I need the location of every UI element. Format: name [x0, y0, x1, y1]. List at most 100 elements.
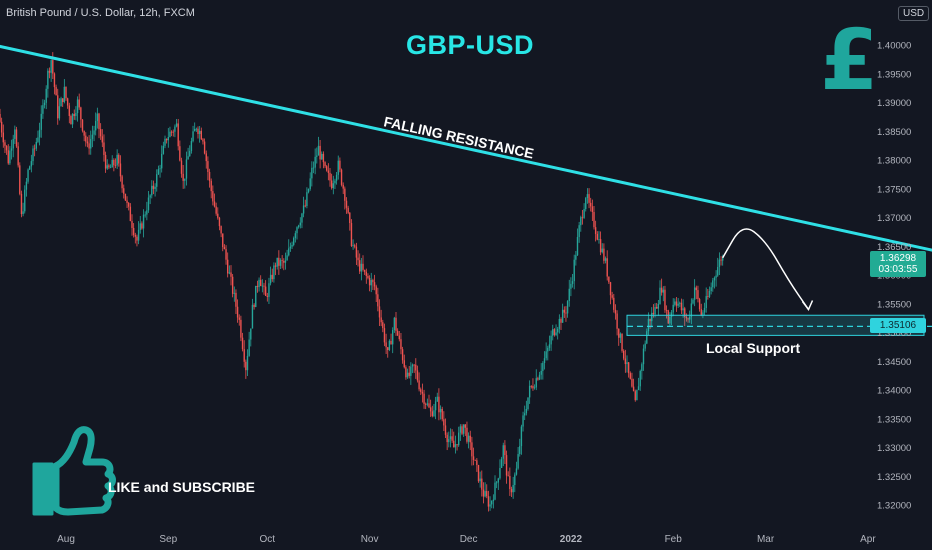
currency-button[interactable]: USD: [898, 6, 930, 21]
candle-body: [497, 478, 499, 483]
candle-body: [230, 272, 232, 277]
candle-body: [236, 306, 239, 318]
candle-body: [194, 128, 196, 132]
candle-body: [392, 330, 394, 345]
candle-body: [438, 396, 440, 413]
candle-body: [443, 419, 445, 426]
candle-body: [390, 340, 392, 345]
candle-body: [667, 310, 669, 324]
candle-body: [494, 482, 496, 500]
symbol-title[interactable]: British Pound / U.S. Dollar, 12h, FXCM: [6, 7, 195, 19]
support-price-tag[interactable]: 1.35106: [870, 318, 926, 333]
local-support-label: Local Support: [706, 340, 801, 356]
candle-body: [330, 180, 333, 189]
candle-body: [334, 180, 336, 184]
candle-body: [250, 328, 252, 340]
candle-body: [656, 307, 658, 309]
candle-body: [718, 259, 721, 268]
candle-body: [40, 113, 42, 130]
candle-body: [322, 153, 325, 163]
candle-body: [124, 193, 127, 201]
candle-body: [324, 162, 326, 167]
candle-body: [233, 292, 235, 294]
candle-body: [431, 411, 433, 417]
candle-body: [486, 491, 488, 497]
candle-body: [538, 374, 541, 380]
candle-body: [177, 123, 179, 147]
candle-body: [159, 168, 161, 170]
candle-body: [515, 468, 518, 475]
falling-resistance-line: [0, 44, 932, 252]
candle-body: [20, 193, 23, 215]
candle-body: [558, 318, 561, 329]
candle-body: [467, 435, 470, 442]
candle-body: [695, 287, 697, 291]
candle-body: [126, 200, 128, 203]
candle-body: [415, 364, 417, 371]
candle-body: [545, 351, 547, 359]
candle-body: [76, 99, 79, 114]
candle-body: [449, 436, 452, 440]
candle-body: [499, 467, 501, 479]
candle-body: [446, 434, 448, 443]
candle-body: [246, 355, 249, 371]
time-axis[interactable]: Aug Sep Oct Nov Dec 2022 Feb Mar Apr: [57, 534, 876, 545]
thumbs-up-icon: [32, 426, 116, 516]
candle-body: [48, 70, 51, 73]
candle-body: [675, 301, 678, 306]
candle-body: [400, 339, 402, 350]
candle-body: [708, 291, 711, 297]
candle-body: [627, 362, 630, 374]
candle-body: [555, 332, 557, 335]
candle-body: [294, 233, 297, 239]
candle-body: [586, 194, 589, 199]
candle-body: [618, 328, 620, 338]
current-price-tag[interactable]: 1.36298 03:03:55: [870, 251, 926, 277]
candle-body: [395, 317, 397, 331]
candle-body: [563, 309, 565, 313]
time-tick-label: Feb: [665, 534, 683, 545]
candle-body: [81, 119, 84, 131]
candle-body: [266, 295, 268, 297]
candle-body: [380, 317, 382, 323]
candle-body: [202, 139, 204, 142]
candle-body: [593, 212, 595, 228]
candle-body: [680, 302, 683, 311]
candle-body: [411, 364, 414, 367]
candle-body: [532, 386, 534, 389]
candle-body: [91, 134, 94, 139]
candle-body: [692, 299, 694, 304]
candle-body: [276, 257, 278, 267]
candle-body: [284, 260, 287, 263]
candle-body: [174, 126, 176, 132]
candle-body: [660, 287, 663, 293]
candle-body: [248, 339, 250, 356]
candle-body: [271, 274, 273, 280]
candle-body: [225, 249, 227, 260]
candle-body: [670, 312, 673, 317]
candle-body: [253, 304, 255, 307]
candle-body: [12, 138, 14, 149]
candle-body: [561, 309, 564, 323]
candle-body: [80, 107, 82, 120]
candle-body: [299, 222, 301, 226]
candle-body: [388, 340, 391, 351]
candle-body: [405, 367, 407, 378]
candle-body: [665, 310, 668, 311]
candle-body: [329, 172, 331, 181]
candle-body: [398, 335, 400, 340]
candle-body: [375, 286, 377, 295]
candle-body: [557, 328, 559, 333]
candle-body: [47, 70, 49, 89]
candle-body: [220, 226, 222, 234]
projection-curve: [722, 228, 810, 310]
price-tick-label: 1.38500: [877, 127, 911, 138]
candle-body: [591, 206, 594, 213]
candle-body: [553, 329, 556, 335]
candle-body: [278, 257, 280, 266]
candle-body: [583, 208, 585, 218]
candle-body: [401, 349, 404, 361]
candle-body: [156, 174, 158, 187]
candle-body: [717, 267, 719, 276]
